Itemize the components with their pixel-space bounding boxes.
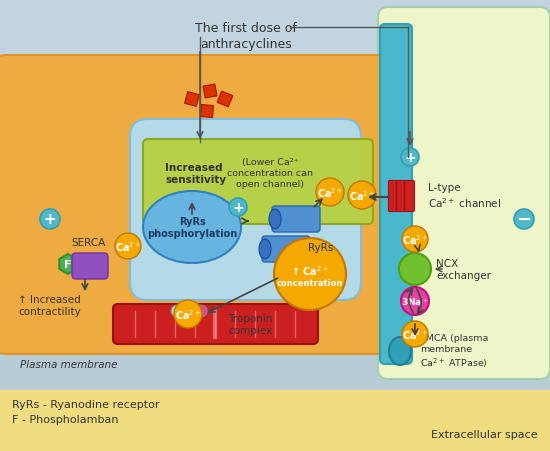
Circle shape bbox=[195, 305, 207, 318]
Circle shape bbox=[40, 210, 60, 230]
Ellipse shape bbox=[389, 337, 411, 365]
Text: NCX
exchanger: NCX exchanger bbox=[436, 258, 491, 281]
Circle shape bbox=[171, 305, 183, 318]
Polygon shape bbox=[217, 92, 233, 108]
Circle shape bbox=[402, 226, 428, 253]
Text: Ca$^{2+}$: Ca$^{2+}$ bbox=[115, 239, 141, 253]
Circle shape bbox=[348, 182, 376, 210]
FancyBboxPatch shape bbox=[388, 181, 399, 212]
Text: Ca$^{2+}$: Ca$^{2+}$ bbox=[175, 308, 201, 321]
Text: 3Na$^+$: 3Na$^+$ bbox=[401, 295, 429, 307]
Text: concentration: concentration bbox=[277, 279, 343, 288]
Text: ↑ Ca$^{2+}$: ↑ Ca$^{2+}$ bbox=[291, 263, 329, 277]
Polygon shape bbox=[59, 254, 76, 274]
Circle shape bbox=[402, 321, 428, 347]
FancyBboxPatch shape bbox=[262, 236, 310, 262]
Polygon shape bbox=[203, 85, 217, 99]
Text: Extracellular space: Extracellular space bbox=[431, 429, 538, 439]
Circle shape bbox=[183, 305, 195, 318]
FancyBboxPatch shape bbox=[143, 140, 373, 225]
Ellipse shape bbox=[269, 210, 281, 230]
Circle shape bbox=[316, 179, 344, 207]
Text: L-type
Ca$^{2+}$ channel: L-type Ca$^{2+}$ channel bbox=[428, 183, 501, 210]
Text: F - Phospholamban: F - Phospholamban bbox=[12, 414, 118, 424]
Text: Ca$^{2+}$: Ca$^{2+}$ bbox=[402, 327, 428, 341]
Polygon shape bbox=[185, 92, 199, 107]
Text: +: + bbox=[43, 212, 57, 227]
Ellipse shape bbox=[259, 239, 271, 259]
Text: PMCA (plasma
membrane
Ca$^{2+}$ ATPase): PMCA (plasma membrane Ca$^{2+}$ ATPase) bbox=[420, 333, 488, 370]
Text: SERCA: SERCA bbox=[71, 238, 105, 248]
Circle shape bbox=[229, 198, 247, 216]
FancyBboxPatch shape bbox=[404, 181, 415, 212]
Text: Troponin
complex: Troponin complex bbox=[228, 313, 272, 336]
Bar bbox=[0, 0, 550, 389]
Text: RyRs
phosphorylation: RyRs phosphorylation bbox=[147, 216, 237, 239]
Circle shape bbox=[115, 234, 141, 259]
Circle shape bbox=[401, 287, 429, 315]
Text: Increased
sensitivity: Increased sensitivity bbox=[165, 163, 226, 185]
Text: −: − bbox=[516, 211, 531, 229]
Text: The first dose of
anthracyclines: The first dose of anthracyclines bbox=[195, 22, 297, 51]
Circle shape bbox=[401, 149, 419, 166]
Text: (Lower Ca²⁺
concentration can
open channel): (Lower Ca²⁺ concentration can open chann… bbox=[227, 158, 313, 189]
Text: +: + bbox=[404, 151, 416, 165]
FancyBboxPatch shape bbox=[272, 207, 320, 232]
FancyBboxPatch shape bbox=[113, 304, 318, 344]
FancyBboxPatch shape bbox=[380, 25, 412, 364]
Text: ↑ Increased
contractility: ↑ Increased contractility bbox=[18, 295, 81, 317]
Text: RyRs: RyRs bbox=[308, 243, 333, 253]
Text: Ca$^{2+}$: Ca$^{2+}$ bbox=[402, 233, 428, 246]
FancyBboxPatch shape bbox=[72, 253, 108, 279]
Text: +: + bbox=[232, 201, 244, 215]
FancyBboxPatch shape bbox=[378, 8, 550, 379]
FancyBboxPatch shape bbox=[397, 181, 406, 212]
Text: Ca$^{2+}$: Ca$^{2+}$ bbox=[349, 189, 375, 202]
FancyBboxPatch shape bbox=[0, 56, 408, 354]
Text: Plasma membrane: Plasma membrane bbox=[20, 359, 118, 369]
Ellipse shape bbox=[143, 192, 241, 263]
Bar bbox=[0, 0, 550, 60]
Circle shape bbox=[174, 300, 202, 328]
FancyBboxPatch shape bbox=[130, 120, 361, 300]
Polygon shape bbox=[201, 105, 213, 118]
Circle shape bbox=[514, 210, 534, 230]
Text: RyRs - Ryanodine receptor: RyRs - Ryanodine receptor bbox=[12, 399, 159, 409]
Circle shape bbox=[274, 239, 346, 310]
Text: Ca$^{2+}$: Ca$^{2+}$ bbox=[317, 186, 343, 199]
Circle shape bbox=[399, 253, 431, 285]
Text: F: F bbox=[64, 259, 72, 269]
Bar bbox=[0, 389, 550, 451]
